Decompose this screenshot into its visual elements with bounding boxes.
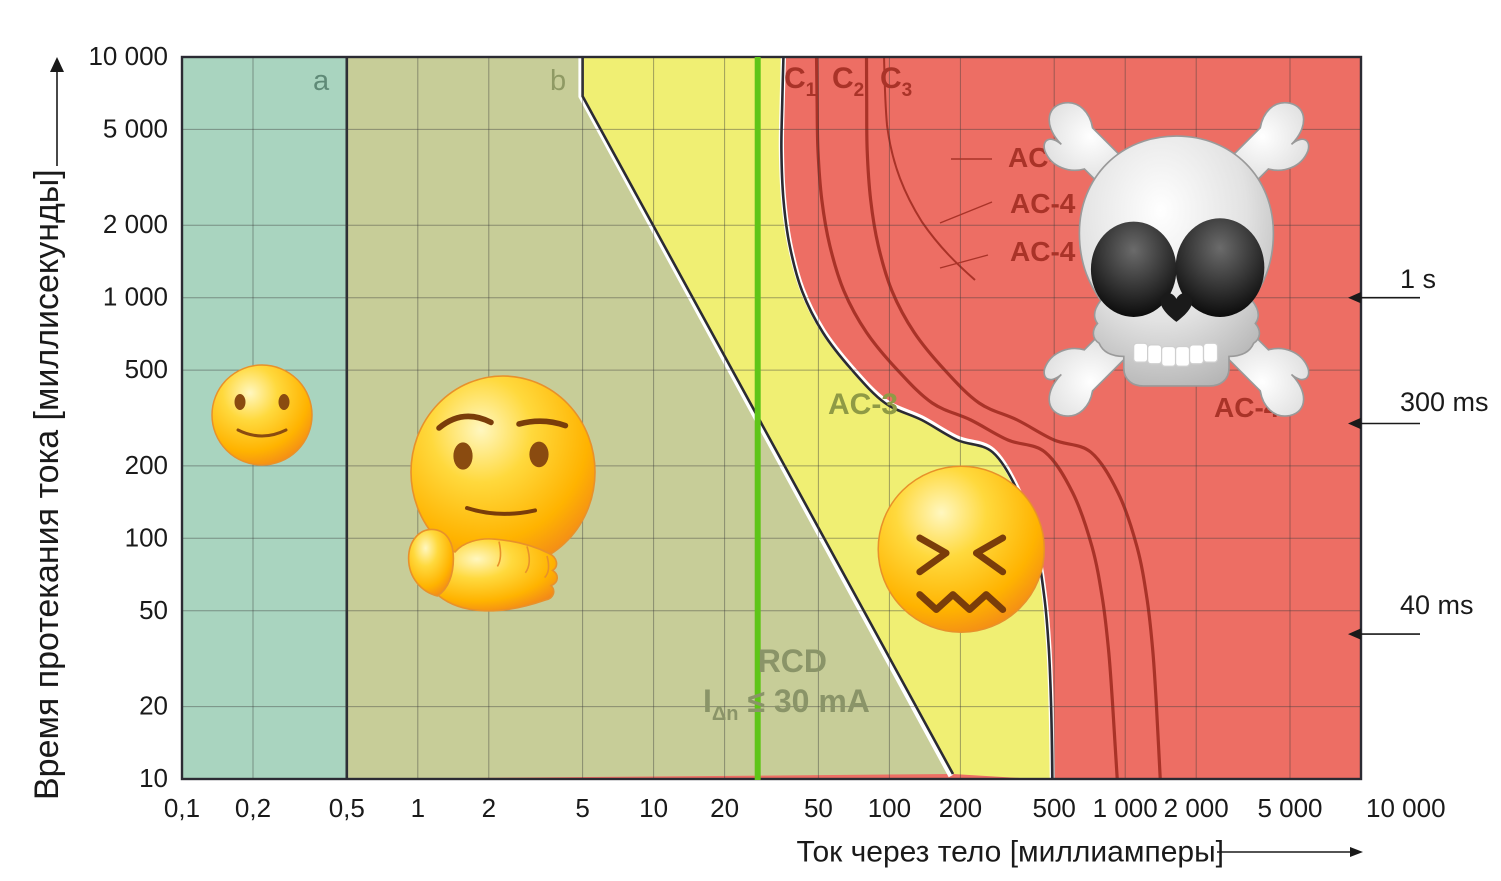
svg-text:10: 10	[139, 763, 168, 793]
svg-text:1: 1	[411, 793, 425, 823]
svg-text:AC-4: AC-4	[1010, 236, 1076, 267]
svg-text:10: 10	[639, 793, 668, 823]
svg-text:b: b	[550, 65, 566, 97]
svg-text:40 ms: 40 ms	[1400, 590, 1474, 620]
svg-text:Ток через тело [миллиамперы]: Ток через тело [миллиамперы]	[797, 835, 1225, 868]
svg-text:20: 20	[139, 691, 168, 721]
svg-text:2 000: 2 000	[1164, 793, 1229, 823]
svg-text:2 000: 2 000	[103, 209, 168, 239]
svg-text:200: 200	[125, 450, 168, 480]
svg-text:AC-3: AC-3	[828, 388, 898, 421]
svg-text:2: 2	[482, 793, 496, 823]
svg-text:0,1: 0,1	[164, 793, 200, 823]
svg-text:50: 50	[804, 793, 833, 823]
svg-text:1 000: 1 000	[1093, 793, 1158, 823]
svg-text:0,5: 0,5	[329, 793, 365, 823]
svg-text:Время протекания тока [миллисе: Время протекания тока [миллисекунды]	[28, 169, 66, 800]
svg-text:200: 200	[939, 793, 982, 823]
svg-text:a: a	[313, 65, 330, 97]
svg-text:AC-4: AC-4	[1010, 188, 1076, 219]
svg-text:100: 100	[125, 522, 168, 552]
svg-text:5 000: 5 000	[1257, 793, 1322, 823]
svg-text:1 s: 1 s	[1400, 264, 1436, 294]
svg-text:10 000: 10 000	[88, 41, 168, 71]
svg-text:10 000: 10 000	[1366, 793, 1446, 823]
svg-text:100: 100	[868, 793, 911, 823]
svg-text:5 000: 5 000	[103, 113, 168, 143]
svg-text:5: 5	[575, 793, 589, 823]
svg-text:300 ms: 300 ms	[1400, 387, 1489, 417]
svg-text:1 000: 1 000	[103, 282, 168, 312]
svg-text:50: 50	[139, 595, 168, 625]
svg-text:20: 20	[710, 793, 739, 823]
svg-text:500: 500	[1033, 793, 1076, 823]
svg-text:500: 500	[125, 354, 168, 384]
svg-text:0,2: 0,2	[235, 793, 271, 823]
svg-text:RCD: RCD	[758, 643, 827, 679]
